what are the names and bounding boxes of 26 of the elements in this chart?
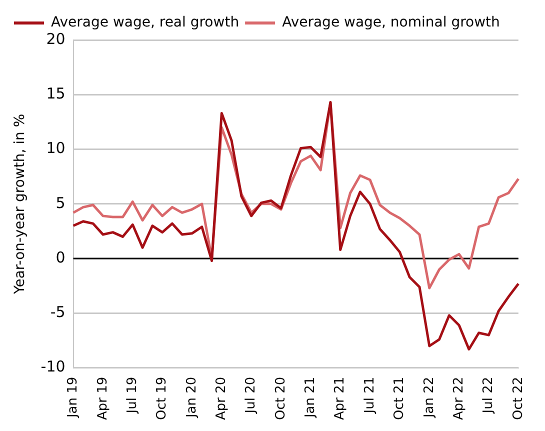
y-tick-label: 20 — [46, 30, 66, 48]
x-tick-label: Oct 21 — [392, 376, 408, 420]
x-tick-label: Apr 19 — [95, 376, 110, 420]
y-tick-label: 5 — [56, 194, 66, 212]
y-tick-label: -10 — [40, 358, 66, 376]
x-tick-label: Jul 22 — [481, 376, 496, 414]
legend-label: Average wage, real growth — [51, 14, 240, 31]
y-tick-label: -5 — [50, 303, 66, 322]
x-tick-label: Jan 21 — [303, 376, 318, 419]
x-tick-label: Jul 21 — [362, 376, 378, 414]
x-tick-label: Apr 21 — [332, 376, 348, 420]
y-tick-label: 15 — [46, 84, 66, 103]
x-tick-label: Jan 19 — [66, 376, 81, 419]
y-axis-title: Year-on-year growth, in % — [12, 114, 28, 295]
x-tick-label: Oct 19 — [154, 376, 170, 420]
y-tick-label: 10 — [46, 139, 66, 158]
x-tick-label: Oct 20 — [273, 376, 288, 420]
x-tick-label: Oct 22 — [510, 376, 526, 420]
x-tick-label: Apr 20 — [214, 376, 230, 420]
x-tick-label: Apr 22 — [451, 376, 466, 420]
x-tick-label: Jan 20 — [184, 376, 200, 419]
legend-label: Average wage, nominal growth — [282, 14, 500, 31]
x-tick-label: Jul 19 — [125, 376, 140, 414]
y-tick-label: 0 — [56, 248, 66, 266]
x-tick-label: Jul 20 — [244, 376, 259, 414]
x-tick-label: Jan 22 — [422, 376, 437, 419]
